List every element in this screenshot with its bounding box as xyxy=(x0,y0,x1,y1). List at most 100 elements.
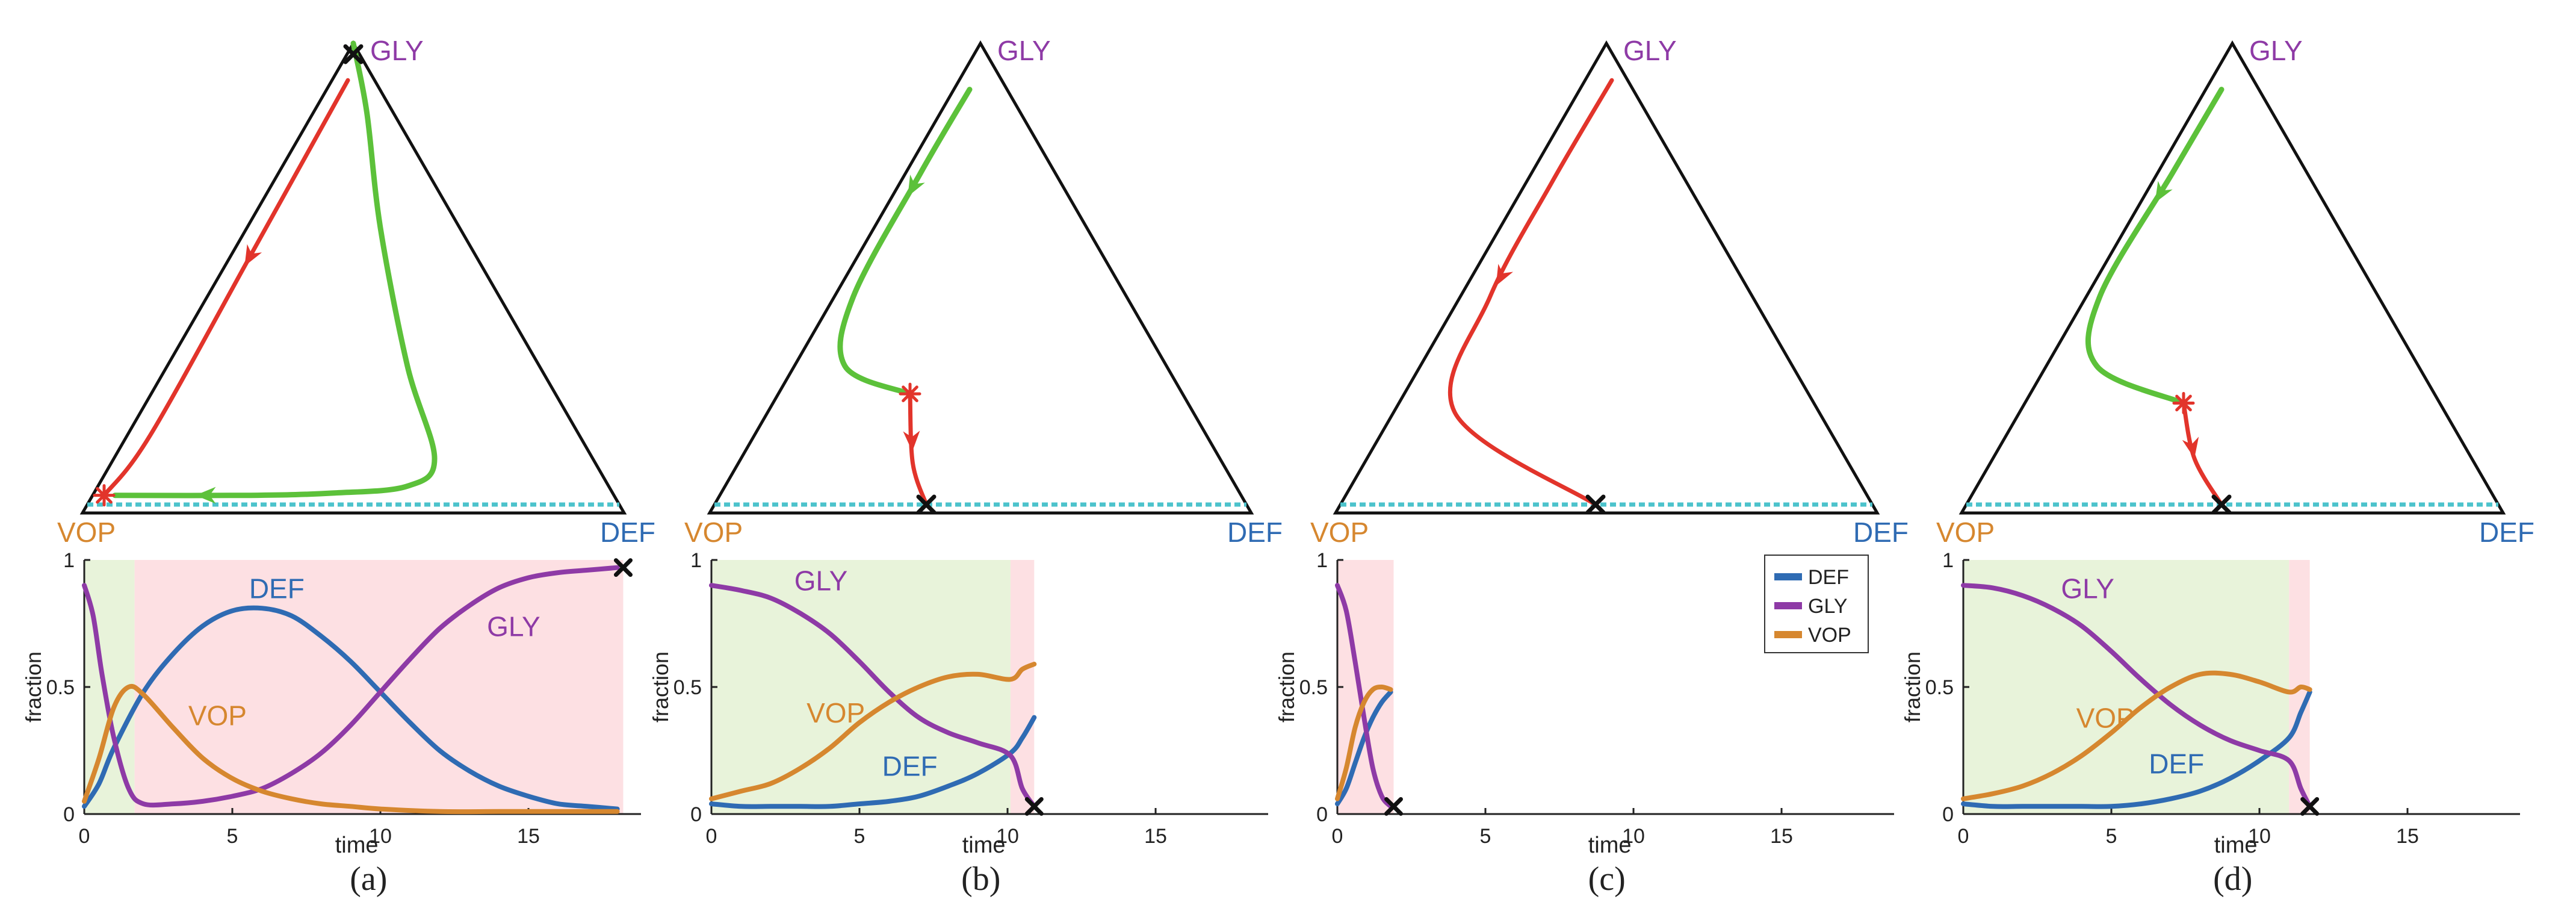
y-tick-label: 1 xyxy=(63,549,75,572)
x-tick-label: 0 xyxy=(79,825,90,848)
x-tick-label: 10 xyxy=(369,825,392,848)
y-tick-label: 0.5 xyxy=(46,676,75,699)
vertex-label-gly: GLY xyxy=(997,35,1051,66)
vertex-label-vop: VOP xyxy=(1936,517,1995,548)
y-tick-label: 1 xyxy=(1316,549,1328,572)
series-line-vop xyxy=(1335,685,1393,801)
star-marker xyxy=(899,382,921,405)
timeseries-end-marker xyxy=(1384,797,1403,816)
x-axis-label: time xyxy=(2214,833,2258,858)
x-tick-label: 10 xyxy=(996,825,1019,848)
series-line-vop xyxy=(82,683,620,815)
series-line-def xyxy=(1961,689,2312,809)
legend-entry-gly: GLY xyxy=(1808,595,1848,618)
timeseries-plot: 0 5 10 15 0 0.5 1 time fraction GLY VOP DEF xyxy=(648,549,1268,858)
vertex-label-vop: VOP xyxy=(57,517,116,548)
x-tick-label: 15 xyxy=(517,825,540,848)
x-tick-label: 15 xyxy=(1144,825,1167,848)
trajectory-red xyxy=(2181,401,2224,507)
star-marker xyxy=(93,484,116,507)
series-line-gly xyxy=(709,583,1037,809)
x-stroke xyxy=(2211,494,2232,515)
y-tick-label: 0 xyxy=(690,803,702,826)
trajectory-green xyxy=(837,87,973,397)
arrow-head xyxy=(244,244,262,267)
legend: DEF GLY VOP xyxy=(1764,555,1869,653)
simplex-end-marker xyxy=(1585,494,1606,515)
y-axis-label: fraction xyxy=(1274,651,1299,723)
curve-label-gly: GLY xyxy=(2061,573,2114,604)
star-stroke xyxy=(2175,394,2192,412)
curve-label-vop: VOP xyxy=(188,700,247,731)
series-line-gly xyxy=(82,565,620,808)
timeseries-plot: 0 5 10 15 0 0.5 1 time fraction DEF GLY VOP xyxy=(21,549,641,858)
shaded-region-red xyxy=(134,560,624,814)
shaded-region-green xyxy=(1963,560,2290,814)
x-axis-label: time xyxy=(1588,833,1632,858)
legend-entry-vop: VOP xyxy=(1808,624,1851,647)
trajectory-green xyxy=(2085,87,2225,406)
curve-label-def: DEF xyxy=(2149,748,2204,779)
vertex-label-gly: GLY xyxy=(2249,35,2303,66)
x-tick-label: 10 xyxy=(1622,825,1645,848)
x-axis-label: time xyxy=(962,833,1006,858)
panel-a: GLY VOP DEF 0 5 10 15 0 0.5 1 time fraction DEF GLY VO… xyxy=(21,35,655,898)
x-tick-label: 15 xyxy=(2396,825,2419,848)
panel-caption: (d) xyxy=(2213,860,2252,898)
x-stroke xyxy=(916,494,937,515)
x-tick-label: 0 xyxy=(706,825,717,848)
curve-label-vop: VOP xyxy=(2076,703,2135,734)
timeseries-end-marker xyxy=(2300,797,2320,816)
y-axis-label: fraction xyxy=(648,651,673,723)
y-tick-label: 1 xyxy=(1942,549,1954,572)
arrow-head xyxy=(1496,264,1513,286)
trajectory-red xyxy=(1447,78,1614,507)
simplex-end-marker xyxy=(916,494,937,515)
curve-label-gly: GLY xyxy=(487,611,540,642)
curve-label-def: DEF xyxy=(882,751,938,782)
vertex-label-def: DEF xyxy=(2479,517,2534,548)
x-tick-label: 0 xyxy=(1332,825,1343,848)
star-stroke xyxy=(902,385,918,402)
series-line-gly xyxy=(1961,583,2312,809)
series-line-def xyxy=(1335,689,1393,807)
y-tick-label: 0 xyxy=(63,803,75,826)
y-tick-label: 0.5 xyxy=(1925,676,1954,699)
vertex-label-vop: VOP xyxy=(684,517,743,548)
x-tick-label: 0 xyxy=(1958,825,1969,848)
y-axis-label: fraction xyxy=(1900,651,1925,723)
panel-caption: (c) xyxy=(1588,860,1626,898)
arrow-head xyxy=(195,486,216,504)
y-tick-label: 0 xyxy=(1942,803,1954,826)
panel-c: GLY VOP DEF 0 5 10 15 0 0.5 1 time fraction DEF GLY VO… xyxy=(1274,35,1909,898)
arrow-head xyxy=(908,174,925,197)
simplex-plot: GLY VOP DEF xyxy=(1310,35,1909,548)
x-tick-label: 5 xyxy=(2106,825,2117,848)
y-tick-label: 0.5 xyxy=(1299,676,1328,699)
simplex-triangle xyxy=(707,40,1254,515)
vertex-label-vop: VOP xyxy=(1310,517,1369,548)
x-tick-label: 5 xyxy=(1480,825,1491,848)
arrow-head xyxy=(2182,437,2199,459)
y-axis-label: fraction xyxy=(21,651,46,723)
panel-d: GLY VOP DEF 0 5 10 15 0 0.5 1 time fraction GLY VOP DE… xyxy=(1900,35,2534,898)
x-stroke xyxy=(1585,494,1606,515)
legend-entry-def: DEF xyxy=(1808,566,1849,589)
x-tick-label: 5 xyxy=(854,825,865,848)
timeseries-plot: 0 5 10 15 0 0.5 1 time fraction GLY VOP DEF xyxy=(1900,549,2520,858)
y-tick-label: 0 xyxy=(1316,803,1328,826)
y-tick-label: 1 xyxy=(690,549,702,572)
curve-label-vop: VOP xyxy=(807,697,865,729)
panel-caption: (b) xyxy=(961,860,1000,898)
series-line-vop xyxy=(709,662,1037,801)
curve-label-gly: GLY xyxy=(794,565,848,597)
vertex-label-def: DEF xyxy=(600,517,655,548)
simplex-end-marker xyxy=(343,44,364,64)
arrow-head xyxy=(2155,181,2173,203)
x-stroke xyxy=(2300,797,2320,816)
simplex-plot: GLY VOP DEF xyxy=(684,35,1283,548)
shaded-region-green xyxy=(711,560,1011,814)
x-tick-label: 10 xyxy=(2248,825,2271,848)
simplex-triangle xyxy=(1958,40,2506,515)
